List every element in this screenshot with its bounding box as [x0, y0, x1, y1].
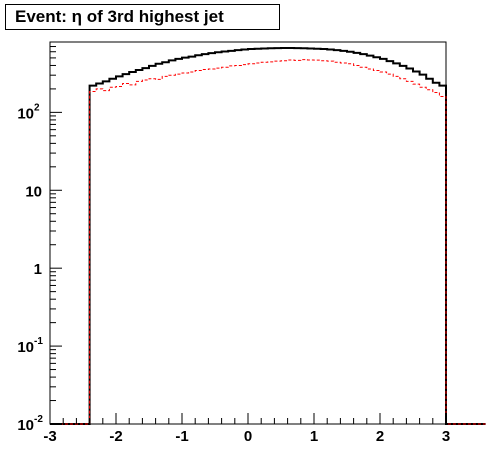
y-tick-base: 10: [17, 339, 34, 356]
y-tick-label: 10: [25, 183, 42, 200]
chart-title: Event: η of 3rd highest jet: [5, 4, 280, 30]
y-tick-label: 1: [34, 261, 42, 278]
x-tick-label: -3: [43, 428, 56, 445]
y-tick-exponent: -1: [34, 336, 43, 347]
y-tick-label: 10 -1: [17, 336, 43, 356]
y-tick-label: 10 2: [17, 102, 40, 122]
x-tick-label: -1: [175, 428, 188, 445]
x-tick-label: 2: [376, 428, 384, 445]
plot-frame: [49, 41, 447, 425]
y-tick-base: 10: [17, 417, 34, 434]
y-tick-label: 10 -2: [17, 414, 43, 434]
series-line-0: [50, 47, 486, 425]
series-line-1: [50, 59, 486, 425]
y-tick-base: 1: [34, 261, 42, 278]
y-tick-exponent: -2: [34, 414, 43, 425]
y-tick-base: 10: [17, 105, 34, 122]
histogram-series: [50, 47, 486, 425]
x-tick-label: -2: [109, 428, 122, 445]
y-tick-exponent: 2: [34, 102, 40, 113]
y-tick-base: 10: [25, 183, 42, 200]
x-tick-label: 0: [244, 428, 252, 445]
x-tick-label: 3: [442, 428, 450, 445]
x-tick-label: 1: [310, 428, 318, 445]
